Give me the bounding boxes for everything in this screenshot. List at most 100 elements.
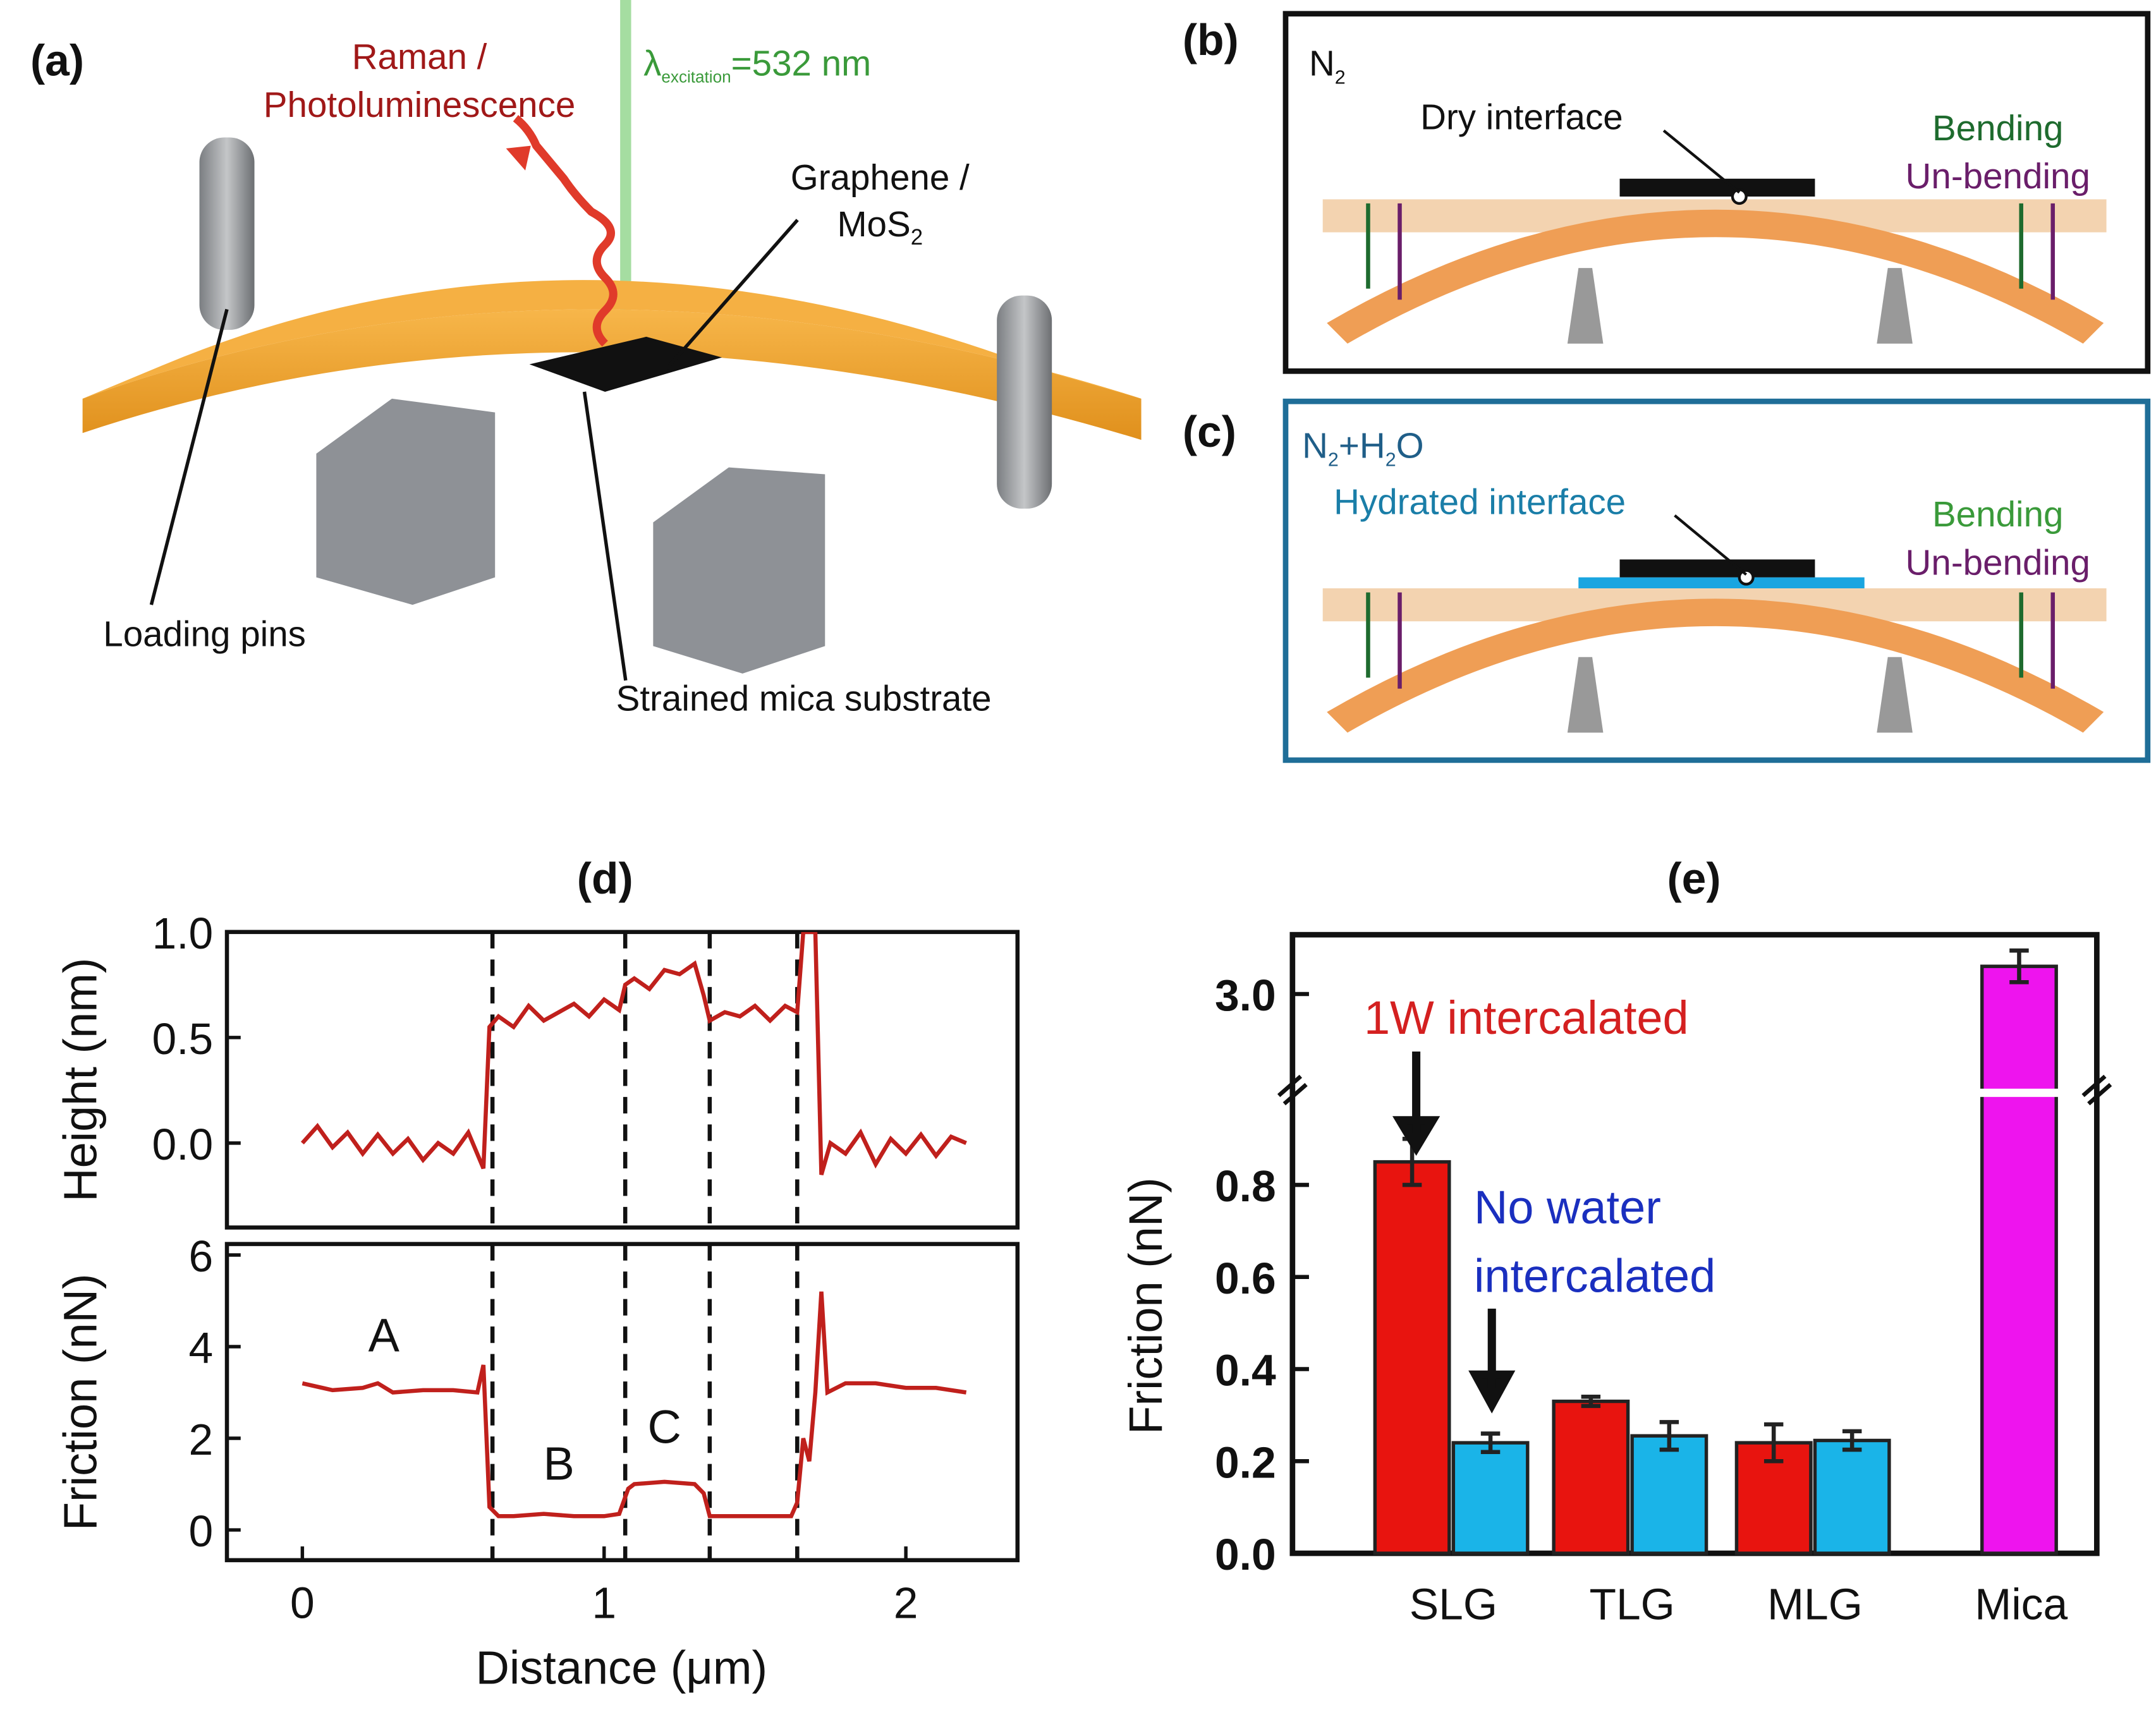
interface-label: Hydrated interface <box>1334 482 1626 522</box>
text: N <box>1309 44 1335 83</box>
panel-c: (c) N2+H2O Hydrated interface Bending Un… <box>1183 398 2151 763</box>
annotation-arrow <box>1468 1308 1516 1414</box>
y-tick-label: 0.8 <box>1215 1161 1276 1211</box>
plot-frame <box>224 930 1020 1230</box>
sub: 2 <box>911 225 923 250</box>
y-axis-label: Friction (nN) <box>1119 1177 1172 1434</box>
pin <box>997 295 1052 509</box>
frame <box>1282 398 2151 763</box>
raman-label: Raman / <box>352 37 487 76</box>
axis-break <box>1277 1074 1308 1106</box>
y-tick-label: 0.5 <box>152 1014 214 1064</box>
x-tick-label: TLG <box>1589 1579 1674 1628</box>
water-layer <box>1578 577 1865 589</box>
y-axis-label: Friction (nN) <box>54 1273 106 1531</box>
error-bar <box>2009 948 2029 985</box>
pins-label: Loading pins <box>103 614 306 653</box>
bar <box>1451 1441 1530 1555</box>
x-tick-label: 0 <box>290 1578 315 1627</box>
support <box>1567 657 1604 733</box>
sub: 2 <box>1335 67 1346 88</box>
emission <box>513 114 618 347</box>
annotation: 1W intercalated <box>1364 991 1689 1044</box>
part: +H <box>1339 425 1386 465</box>
rest: =532 nm <box>731 44 872 83</box>
x-tick-label: MLG <box>1767 1579 1863 1628</box>
y-tick-label: 0.2 <box>1215 1438 1276 1487</box>
y-axis-label: Height (nm) <box>54 958 106 1202</box>
panel-label: (c) <box>1183 407 1236 456</box>
marker <box>1731 188 1748 205</box>
sub: 2 <box>1328 449 1339 470</box>
bent-mica <box>1327 598 2104 733</box>
support <box>316 398 496 605</box>
bar <box>1630 1434 1708 1555</box>
excitation-label: λexcitation=532 nm <box>643 44 871 87</box>
raman-label: Photoluminescence <box>264 85 576 124</box>
x-tick-label: Mica <box>1975 1579 2068 1628</box>
interface-label: Dry interface <box>1420 97 1623 136</box>
chart-title: (e) <box>1667 854 1721 903</box>
leader <box>1662 129 1741 194</box>
bending-label: Bending <box>1932 494 2064 534</box>
bar <box>1373 1160 1451 1555</box>
axis-break <box>2081 1074 2112 1106</box>
panel-label: (a) <box>30 36 84 85</box>
error-bar <box>1659 1420 1679 1452</box>
x-tick-label: 2 <box>894 1578 918 1627</box>
panel-label-outside: (b) <box>1183 15 1239 64</box>
y-tick-label: 0.4 <box>1215 1346 1276 1395</box>
bar <box>1813 1438 1891 1555</box>
error-bar <box>1480 1431 1501 1454</box>
text: MoS <box>837 204 910 244</box>
support <box>1877 657 1913 733</box>
frame <box>1282 11 2151 374</box>
gas-label: N2 <box>1309 44 1346 88</box>
y-tick-label: 0.6 <box>1215 1254 1276 1303</box>
x-tick-label: 1 <box>592 1578 616 1627</box>
bend-arrows <box>1366 203 2056 300</box>
sub: 2 <box>1386 449 1396 470</box>
symbol: λ <box>643 44 661 83</box>
y-tick-label: 2 <box>189 1415 214 1464</box>
y-tick-label: 1.0 <box>152 909 214 958</box>
x-axis-label: Distance (μm) <box>475 1642 767 1694</box>
leader <box>149 308 229 605</box>
mica-top <box>82 280 1142 399</box>
leader <box>1674 514 1748 576</box>
bend-arrows <box>1366 592 2056 689</box>
bar <box>1552 1399 1630 1555</box>
y-tick-label: 0 <box>189 1507 214 1556</box>
annotation-arrow <box>1392 1052 1440 1156</box>
error-bar <box>1842 1429 1862 1452</box>
unbending-label: Un-bending <box>1906 156 2090 196</box>
support <box>653 467 825 674</box>
y-tick-label: 3.0 <box>1215 971 1276 1020</box>
support <box>1567 268 1604 344</box>
data-line <box>301 1291 967 1519</box>
flake <box>1619 178 1815 197</box>
part: O <box>1396 425 1424 465</box>
flake <box>1619 559 1815 578</box>
subscript: excitation <box>661 68 731 87</box>
chart-title: (d) <box>577 854 633 903</box>
bar <box>1980 964 2058 1555</box>
y-tick-label: 6 <box>189 1232 214 1281</box>
pin <box>199 137 255 330</box>
annotation: A <box>368 1309 400 1361</box>
error-bar <box>1581 1394 1601 1409</box>
charts: 0.0 0.5 1.0 (d) Height (nm) 0 2 4 6 0 1 2 A B C Distanc… <box>54 854 2112 1694</box>
arrow-head <box>506 145 531 171</box>
y-tick-label: 4 <box>189 1323 214 1373</box>
flake <box>529 336 722 392</box>
gas-label: N2+H2O <box>1302 425 1424 470</box>
annotation: B <box>543 1437 574 1489</box>
axis-break-gap <box>1296 1088 2093 1097</box>
error-bar <box>1763 1422 1784 1464</box>
sample-label: MoS2 <box>837 204 923 250</box>
sample-label: Graphene / <box>791 157 970 197</box>
plot-frame <box>224 1242 1020 1563</box>
marker <box>1738 569 1755 586</box>
bent-mica <box>1327 209 2104 344</box>
